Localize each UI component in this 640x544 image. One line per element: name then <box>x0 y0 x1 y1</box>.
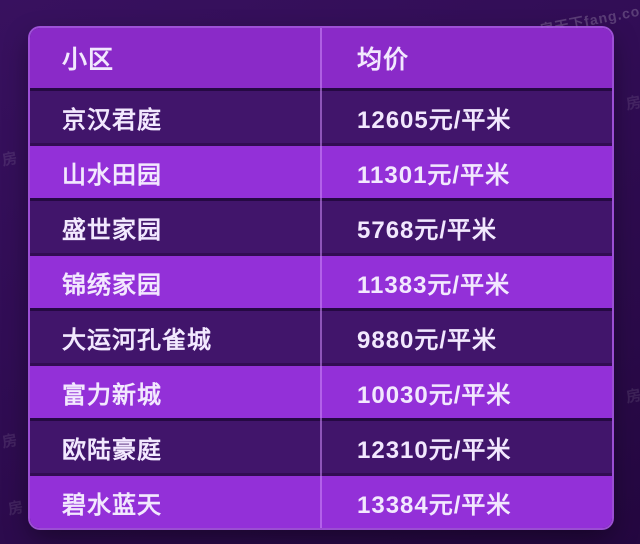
community-name: 大运河孔雀城 <box>62 326 212 354</box>
column-header-price: 均价 <box>357 46 410 74</box>
community-price-table: 小区 均价 京汉君庭 12605元/平米 山水田园 11301元/平米 盛世家园… <box>30 28 612 528</box>
community-name: 京汉君庭 <box>62 106 162 134</box>
table-row: 锦绣家园 11383元/平米 <box>30 253 612 308</box>
table-row: 京汉君庭 12605元/平米 <box>30 88 612 143</box>
average-price: 11301元/平米 <box>357 161 511 189</box>
watermark-glyph: 房 <box>0 431 19 452</box>
community-name: 富力新城 <box>62 381 162 409</box>
average-price: 11383元/平米 <box>357 271 511 299</box>
average-price: 9880元/平米 <box>357 326 498 354</box>
watermark-glyph: 房 <box>624 386 640 407</box>
table-row: 富力新城 10030元/平米 <box>30 363 612 418</box>
table-row: 大运河孔雀城 9880元/平米 <box>30 308 612 363</box>
community-name: 山水田园 <box>62 161 162 189</box>
table-row: 盛世家园 5768元/平米 <box>30 198 612 253</box>
table-row: 碧水蓝天 13384元/平米 <box>30 473 612 528</box>
table-row: 欧陆豪庭 12310元/平米 <box>30 418 612 473</box>
community-name: 锦绣家园 <box>62 271 162 299</box>
average-price: 12310元/平米 <box>357 436 512 464</box>
community-name: 盛世家园 <box>62 216 162 244</box>
average-price: 12605元/平米 <box>357 106 512 134</box>
table-header-row: 小区 均价 <box>30 28 612 88</box>
watermark-glyph: 房 <box>624 93 640 114</box>
column-header-community: 小区 <box>62 46 115 74</box>
community-name: 碧水蓝天 <box>62 491 162 519</box>
watermark-glyph: 房 <box>6 498 25 519</box>
average-price: 5768元/平米 <box>357 216 498 244</box>
community-name: 欧陆豪庭 <box>62 436 162 464</box>
table-row: 山水田园 11301元/平米 <box>30 143 612 198</box>
average-price: 10030元/平米 <box>357 381 512 409</box>
average-price: 13384元/平米 <box>357 491 512 519</box>
watermark-glyph: 房 <box>0 149 19 170</box>
